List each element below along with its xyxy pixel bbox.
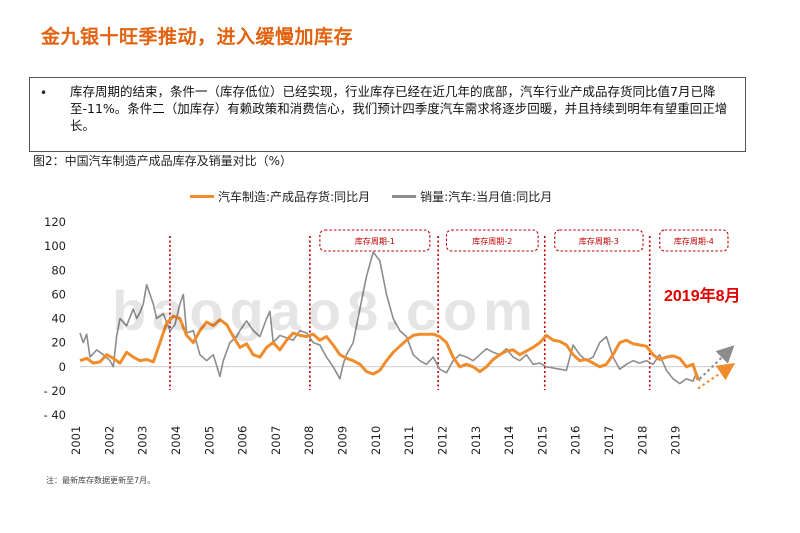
figure-title: 图2：中国汽车制造产成品库存及销量对比（%） — [33, 154, 293, 168]
y-tick-label: 0 — [59, 360, 66, 374]
cycle-label: 库存周期-4 — [674, 236, 714, 246]
cycle-box — [319, 229, 431, 252]
y-tick-label: 60 — [51, 287, 66, 301]
x-tick-label: 2010 — [369, 426, 383, 455]
y-tick-label: - 20 — [44, 384, 66, 398]
x-tick-label: 2017 — [602, 426, 616, 455]
cycle-box — [445, 229, 539, 252]
y-tick-label: 80 — [51, 263, 66, 277]
legend-item-inventory: 汽车制造:产成品存货:同比月 — [190, 188, 370, 205]
date-annotation: 2019年8月 — [664, 288, 741, 305]
x-tick-label: 2005 — [202, 426, 216, 455]
x-tick-label: 2013 — [469, 426, 483, 455]
y-tick-label: 20 — [51, 336, 66, 350]
x-tick-label: 2004 — [169, 426, 183, 455]
series-line-sales — [79, 251, 701, 385]
x-tick-label: 2002 — [102, 426, 116, 455]
legend-label-inventory: 汽车制造:产成品存货:同比月 — [218, 190, 371, 204]
cycle-label: 库存周期-3 — [579, 236, 619, 246]
legend-item-sales: 销量:汽车:当月值:同比月 — [392, 188, 552, 205]
projection-arrow-inventory — [697, 363, 736, 390]
legend-swatch-sales — [392, 195, 417, 198]
watermark: baogao8.com — [112, 279, 539, 342]
x-tick-label: 2011 — [402, 426, 416, 455]
y-tick-label: - 40 — [44, 408, 66, 422]
footnote: 注：最新库存数据更新至7月。 — [46, 476, 156, 485]
legend-swatch-inventory — [190, 195, 214, 198]
y-tick-label: 40 — [51, 312, 66, 326]
x-tick-label: 2019 — [669, 426, 683, 455]
x-tick-label: 2009 — [336, 426, 350, 455]
x-tick-label: 2003 — [136, 426, 150, 455]
x-tick-label: 2018 — [635, 426, 649, 455]
summary-box: • 库存周期的结束，条件一（库存低位）已经实现，行业库存已经在近几年的底部，汽车… — [29, 77, 746, 152]
series-line-inventory — [79, 314, 700, 381]
page-title: 金九银十旺季推动，进入缓慢加库存 — [41, 26, 354, 48]
cycle-label: 库存周期-2 — [472, 236, 512, 246]
x-tick-label: 2016 — [569, 426, 583, 455]
x-tick-label: 2001 — [69, 426, 83, 455]
cycle-label: 库存周期-1 — [355, 236, 395, 246]
legend-label-sales: 销量:汽车:当月值:同比月 — [420, 190, 553, 204]
cycle-box — [659, 229, 729, 252]
projection-arrow-sales — [698, 345, 735, 380]
cycle-box — [554, 229, 644, 252]
x-tick-label: 2015 — [535, 426, 549, 455]
x-tick-label: 2014 — [502, 426, 516, 455]
x-tick-label: 2006 — [236, 426, 250, 455]
chart-legend: 汽车制造:产成品存货:同比月 销量:汽车:当月值:同比月 — [190, 188, 574, 205]
x-tick-label: 2012 — [435, 426, 449, 455]
y-tick-label: 100 — [44, 239, 66, 253]
summary-text: 库存周期的结束，条件一（库存低位）已经实现，行业库存已经在近几年的底部，汽车行业… — [70, 84, 728, 133]
y-tick-label: 120 — [44, 215, 66, 229]
bullet-point: • — [40, 86, 48, 100]
x-tick-label: 2008 — [302, 426, 316, 455]
x-tick-label: 2007 — [269, 426, 283, 455]
